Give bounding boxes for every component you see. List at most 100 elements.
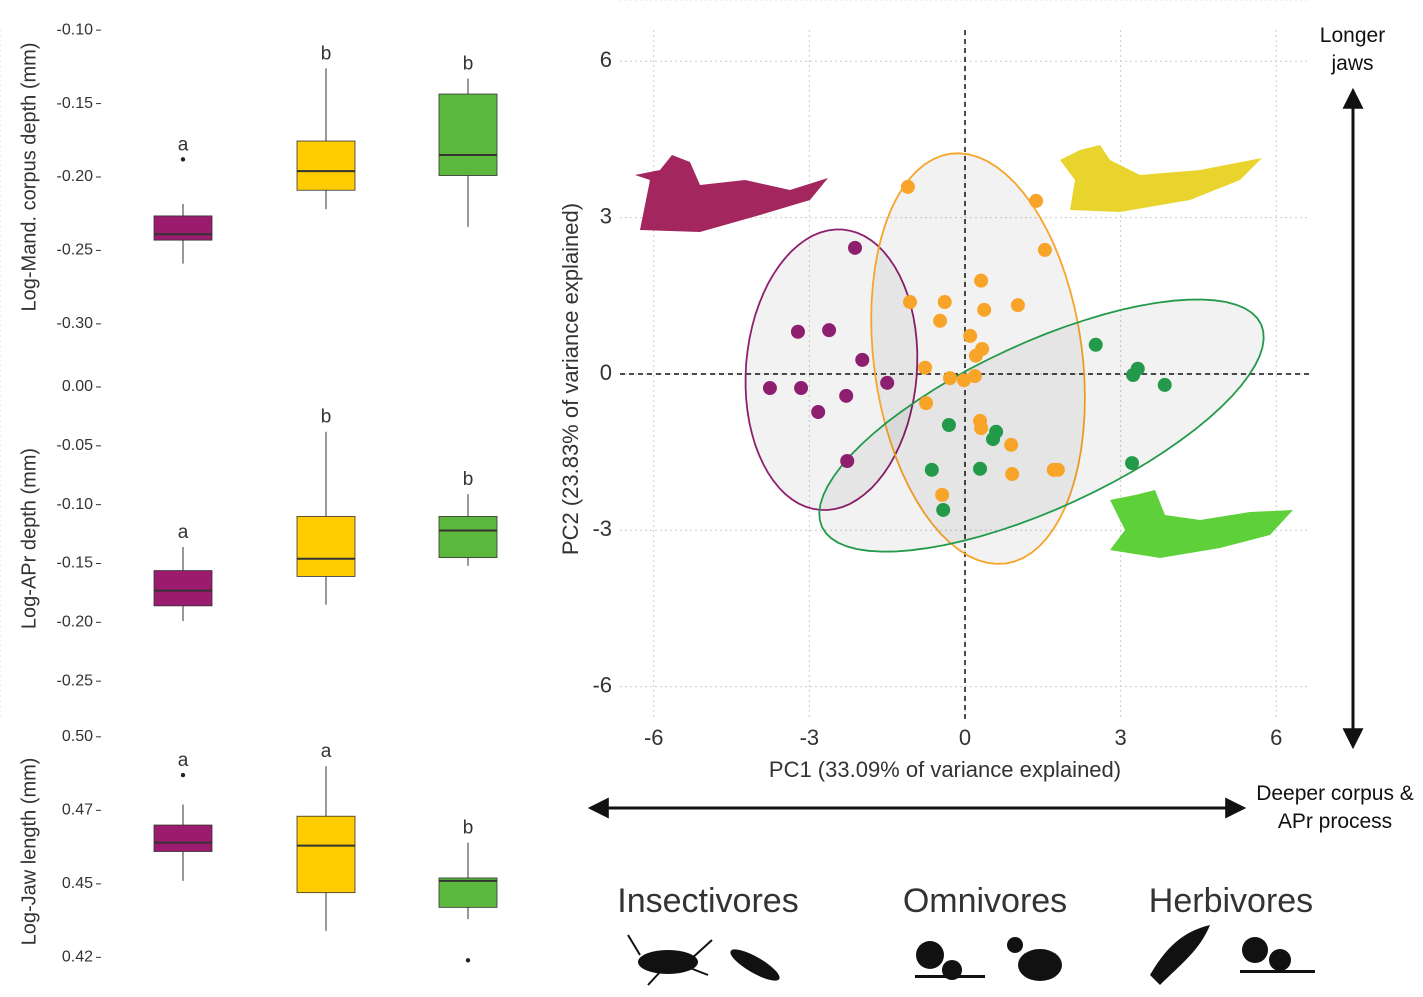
x-tick-label: 6 — [1270, 725, 1282, 750]
annotation: Deeper corpus & APr process — [1250, 780, 1420, 836]
point — [968, 369, 982, 383]
legend-label: Insectivores — [617, 882, 798, 920]
point — [1051, 463, 1065, 477]
y-tick-label: -0.30 — [57, 315, 94, 332]
box — [439, 516, 497, 557]
legend-label: Omnivores — [903, 882, 1067, 920]
y-axis-label: Log-Mand. corpus depth (mm) — [18, 42, 40, 311]
y-axis-label: PC2 (23.83% of variance explained) — [558, 203, 583, 555]
group-letter: b — [463, 54, 474, 75]
y-tick-label: -0.20 — [57, 168, 94, 185]
annotation: Longer jaws — [1300, 22, 1405, 78]
point — [811, 405, 825, 419]
y-tick-label: 0 — [600, 360, 612, 385]
outlier — [181, 157, 185, 161]
point — [935, 488, 949, 502]
x-tick-label: 0 — [959, 725, 971, 750]
point — [919, 396, 933, 410]
point — [925, 463, 939, 477]
group-letter: b — [463, 469, 474, 490]
point — [1011, 298, 1025, 312]
y-tick-label: 0.00 — [62, 378, 93, 395]
group-letter: a — [178, 522, 189, 543]
y-tick-label: -0.10 — [57, 496, 94, 513]
y-tick-label: -0.05 — [57, 437, 94, 454]
point — [1004, 438, 1018, 452]
point — [974, 421, 988, 435]
point — [855, 353, 869, 367]
point — [936, 503, 950, 517]
point — [918, 361, 932, 375]
jaw-omnivore — [1060, 145, 1262, 212]
y-axis-label: Log-APr depth (mm) — [18, 448, 40, 629]
x-axis-label: PC1 (33.09% of variance explained) — [769, 757, 1121, 782]
box — [154, 216, 212, 240]
y-tick-label: 0.47 — [62, 802, 93, 819]
outlier — [466, 958, 470, 962]
point — [974, 274, 988, 288]
point — [977, 303, 991, 317]
y-tick-label: -0.25 — [57, 672, 94, 689]
x-tick-label: -6 — [644, 725, 664, 750]
chart: Log-Mand. corpus depth (mm) -0.10 -0.15 -0.… — [0, 0, 1423, 997]
point — [938, 295, 952, 309]
point — [1125, 456, 1139, 470]
y-axis-label: Log-Jaw length (mm) — [18, 758, 40, 946]
box — [297, 816, 355, 892]
point — [840, 454, 854, 468]
y-tick-label: -0.15 — [57, 95, 94, 112]
point — [794, 381, 808, 395]
group-letter: b — [321, 407, 332, 428]
group-letter: a — [178, 750, 189, 771]
point — [973, 462, 987, 476]
group-letter: a — [321, 741, 332, 762]
point — [943, 371, 957, 385]
box — [154, 825, 212, 851]
box — [439, 94, 497, 175]
box — [297, 516, 355, 576]
y-tick-label: -0.15 — [57, 555, 94, 572]
silhouettes — [628, 925, 1315, 986]
x-tick-label: 3 — [1115, 725, 1127, 750]
outlier — [181, 773, 185, 777]
point — [969, 349, 983, 363]
point — [1038, 243, 1052, 257]
point — [1089, 338, 1103, 352]
box — [154, 571, 212, 606]
y-tick-label: 0.50 — [62, 728, 93, 745]
y-tick-label: 0.42 — [62, 949, 93, 966]
y-tick-label: 3 — [600, 203, 612, 228]
point — [848, 241, 862, 255]
jaw-herbivore — [1110, 490, 1293, 558]
point — [763, 381, 777, 395]
point — [880, 376, 894, 390]
point — [903, 295, 917, 309]
point — [933, 314, 947, 328]
jaw-insectivore — [635, 155, 828, 232]
y-tick-label: -0.20 — [57, 614, 94, 631]
point — [1005, 467, 1019, 481]
legend-label: Herbivores — [1149, 882, 1313, 920]
box — [439, 878, 497, 907]
point — [839, 389, 853, 403]
group-letter: b — [463, 818, 474, 839]
point — [986, 432, 1000, 446]
point — [791, 325, 805, 339]
point — [963, 329, 977, 343]
box — [297, 141, 355, 190]
point — [901, 180, 915, 194]
point — [1158, 378, 1172, 392]
point — [942, 418, 956, 432]
point — [1029, 194, 1043, 208]
y-tick-label: 6 — [600, 47, 612, 72]
point — [822, 323, 836, 337]
y-tick-label: -6 — [592, 672, 612, 697]
point — [1126, 368, 1140, 382]
x-tick-label: -3 — [800, 725, 820, 750]
y-tick-label: -0.25 — [57, 242, 94, 259]
group-letter: b — [321, 43, 332, 64]
y-tick-label: 0.45 — [62, 875, 93, 892]
group-letter: a — [178, 134, 189, 155]
y-tick-label: -3 — [592, 516, 612, 541]
figure: Log-Mand. corpus depth (mm) -0.10 -0.15 -0.… — [0, 0, 1423, 997]
